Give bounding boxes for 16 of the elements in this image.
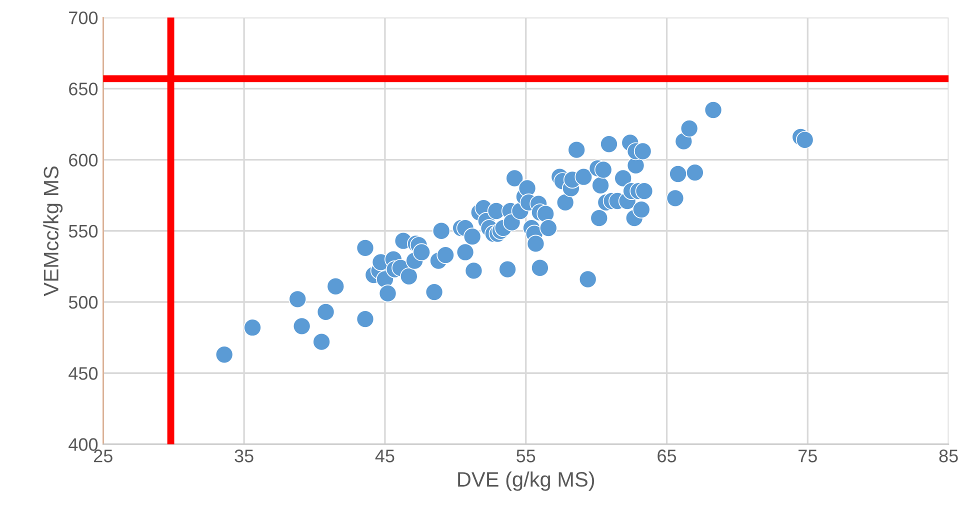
y-tick-label: 450 bbox=[68, 367, 98, 380]
x-tick-label: 65 bbox=[658, 450, 676, 462]
x-tick-label: 55 bbox=[516, 450, 536, 462]
y-axis-title: VEMcc/kg MS bbox=[43, 166, 63, 296]
y-tick-label: 650 bbox=[69, 82, 98, 96]
y-tick-label: 500 bbox=[68, 296, 98, 309]
x-tick-label: 75 bbox=[798, 450, 817, 462]
x-tick-label: 25 bbox=[94, 450, 112, 462]
y-tick-label: 400 bbox=[68, 438, 98, 451]
x-tick-label: 35 bbox=[234, 450, 254, 462]
x-axis-title: DVE (g/kg MS) bbox=[458, 471, 594, 491]
y-tick-label: 600 bbox=[69, 154, 98, 166]
x-tick-label: 45 bbox=[375, 450, 394, 462]
y-tick-label: 700 bbox=[69, 11, 98, 24]
x-tick-label: 85 bbox=[939, 450, 958, 462]
y-tick-label: 550 bbox=[68, 224, 98, 238]
